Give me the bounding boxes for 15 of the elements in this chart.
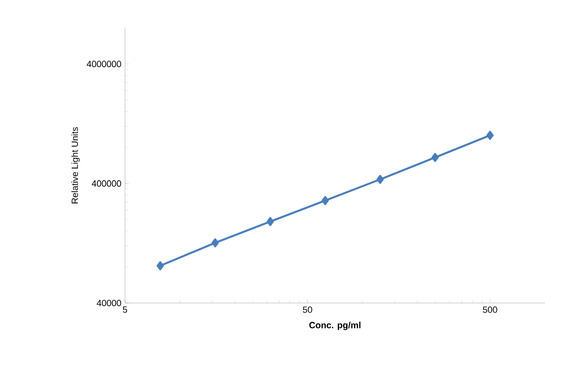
point bbox=[322, 196, 329, 206]
y-tick-label: 400000 bbox=[92, 180, 122, 187]
point bbox=[486, 130, 494, 140]
x-tick-label: 5 bbox=[122, 306, 128, 313]
y-axis-title: Relative Light Units bbox=[71, 127, 80, 204]
x-tick-label: 50 bbox=[302, 306, 312, 313]
point bbox=[266, 217, 274, 226]
point bbox=[431, 152, 439, 162]
x-axis-title: Conc. pg/ml bbox=[309, 322, 360, 330]
point bbox=[156, 261, 164, 270]
point bbox=[212, 238, 219, 248]
y-tick-label: 4000000 bbox=[86, 60, 122, 68]
x-tick-label: 500 bbox=[482, 306, 498, 313]
y-tick-label: 40000 bbox=[96, 300, 122, 306]
point bbox=[376, 174, 384, 184]
